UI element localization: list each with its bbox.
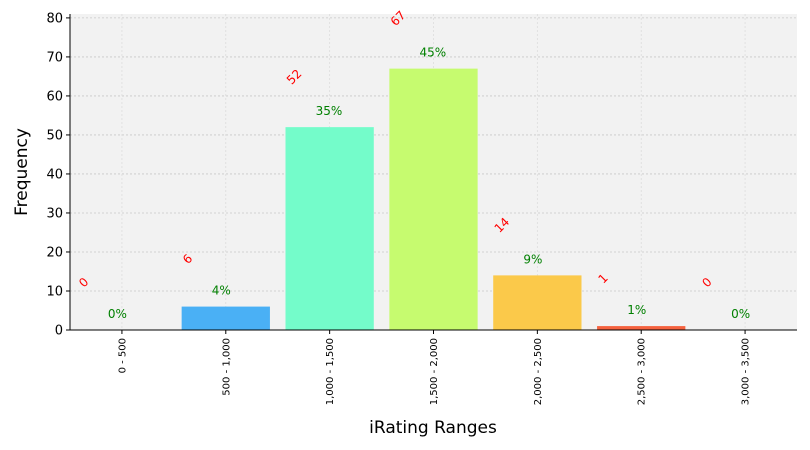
y-tick-label: 80: [46, 11, 63, 26]
bar: [285, 127, 374, 330]
y-axis-label: Frequency: [12, 128, 32, 216]
y-tick-label: 10: [46, 284, 63, 299]
bar: [389, 68, 478, 331]
percent-label: 9%: [523, 252, 542, 266]
x-tick-label: 1,000 - 1,500: [325, 338, 336, 405]
x-tick-label: 1,500 - 2,000: [429, 338, 440, 405]
percent-label: 4%: [212, 284, 231, 298]
x-tick-label: 2,500 - 3,000: [637, 338, 648, 405]
y-ticks: 0 10 20 30 40 50 60 70 80: [46, 11, 70, 339]
y-tick-label: 20: [46, 245, 63, 260]
y-tick-label: 0: [55, 324, 63, 339]
grid: [70, 14, 797, 331]
percent-label: 45%: [420, 46, 447, 60]
y-tick-label: 40: [46, 167, 63, 182]
percent-label: 0%: [731, 307, 750, 321]
percent-label: 35%: [316, 104, 343, 118]
bar: [181, 306, 270, 330]
x-ticks: 0 - 500 500 - 1,000 1,000 - 1,500 1,500 - 2…: [117, 330, 752, 405]
bar: [597, 326, 686, 330]
percent-label: 0%: [108, 307, 127, 321]
percent-label: 1%: [627, 303, 646, 317]
y-tick-label: 60: [46, 89, 63, 104]
y-tick-label: 70: [46, 50, 63, 65]
y-tick-label: 50: [46, 128, 63, 143]
bars: [181, 68, 686, 331]
x-tick-label: 500 - 1,000: [221, 338, 232, 396]
y-tick-label: 30: [46, 206, 63, 221]
x-axis-label: iRating Ranges: [369, 418, 497, 438]
x-tick-label: 0 - 500: [117, 338, 128, 373]
x-tick-label: 3,000 - 3,500: [741, 338, 752, 405]
bar: [493, 275, 582, 330]
x-tick-label: 2,000 - 2,500: [533, 338, 544, 405]
